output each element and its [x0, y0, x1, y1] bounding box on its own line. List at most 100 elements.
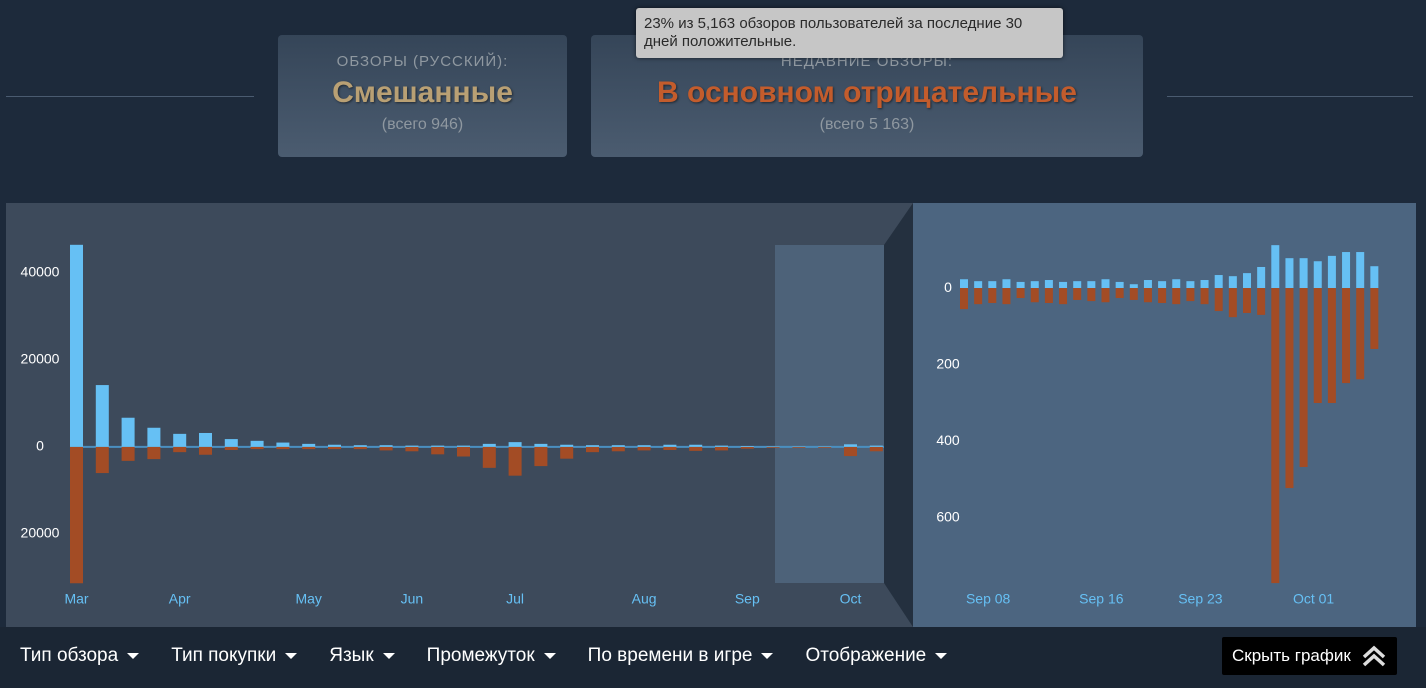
bar — [1271, 245, 1280, 289]
bar — [70, 446, 83, 584]
bar — [1342, 288, 1351, 384]
bar — [1214, 288, 1223, 312]
bar — [1073, 288, 1082, 300]
bar — [1228, 276, 1237, 289]
bar — [1087, 288, 1096, 302]
bar — [302, 443, 316, 447]
bar — [534, 443, 548, 447]
bar — [250, 440, 264, 447]
x-tick-label: Oct 01 — [1293, 591, 1334, 607]
bar — [147, 446, 161, 460]
bar — [1200, 288, 1209, 305]
bar — [379, 445, 393, 447]
bar — [353, 445, 367, 447]
bar — [715, 446, 728, 451]
bar — [431, 446, 445, 455]
divider — [1167, 96, 1413, 97]
filter-dropdown[interactable]: Промежуток — [427, 645, 556, 667]
bar — [1115, 288, 1124, 299]
bar — [1370, 288, 1379, 349]
hide-chart-button[interactable]: Скрыть график — [1222, 637, 1397, 675]
y-tick-label: 0 — [36, 438, 44, 454]
bar — [431, 445, 445, 447]
bar — [1172, 279, 1181, 289]
charts: 40000 20000 0 20000 Mar Apr May Jun Jul Aug Sep Oct… — [6, 203, 1416, 627]
count: (всего 5 163) — [819, 116, 915, 133]
bar — [1143, 280, 1152, 289]
bar — [1158, 281, 1167, 289]
bar — [1327, 288, 1336, 404]
bar — [224, 439, 238, 447]
bar — [637, 445, 651, 447]
bar — [1243, 288, 1251, 313]
bar — [457, 445, 470, 447]
bar — [586, 446, 599, 453]
bar — [457, 446, 470, 457]
x-tick-label: Sep 16 — [1079, 591, 1124, 607]
bar — [1370, 266, 1379, 289]
bar — [586, 445, 599, 447]
bar — [328, 444, 341, 447]
bar — [302, 446, 316, 450]
rating: Смешанные — [332, 76, 513, 109]
bar — [1186, 288, 1195, 302]
bar — [1299, 288, 1308, 467]
bar — [1044, 280, 1053, 289]
bar — [1115, 281, 1124, 289]
x-tick-label: Aug — [632, 591, 657, 607]
bar — [482, 446, 496, 468]
filter-dropdown[interactable]: Отображение — [805, 645, 947, 667]
chart-panel — [6, 203, 913, 627]
bar — [988, 281, 997, 289]
bar — [95, 446, 109, 474]
bar — [405, 445, 419, 447]
tooltip: 23% из 5,163 обзоров пользователей за по… — [636, 8, 1063, 58]
bar — [353, 446, 367, 450]
filter-dropdown[interactable]: Язык — [329, 645, 394, 667]
bar — [1158, 288, 1167, 304]
x-tick-label: Sep — [735, 591, 760, 607]
bar — [1342, 252, 1351, 289]
count: (всего 946) — [381, 116, 464, 133]
y-tick-label: 0 — [944, 279, 952, 295]
bar — [1271, 288, 1280, 584]
bar — [1087, 281, 1096, 289]
bar — [1143, 288, 1152, 303]
bar — [1313, 288, 1322, 404]
bar — [974, 288, 983, 305]
bar — [276, 442, 290, 447]
filter-dropdown[interactable]: Тип покупки — [171, 645, 297, 667]
y-tick-label: 20000 — [21, 525, 60, 541]
filter-dropdown[interactable]: По времени в игре — [588, 645, 774, 667]
bar — [1257, 288, 1266, 315]
button-label: Скрыть график — [1232, 646, 1351, 665]
bar — [250, 446, 264, 450]
bar — [199, 446, 212, 455]
bar — [224, 446, 238, 450]
selection — [775, 245, 884, 583]
label: ОБЗОРЫ (РУССКИЙ): — [336, 53, 509, 70]
bar — [173, 446, 187, 453]
x-tick-label: Jul — [506, 591, 524, 607]
rating: В основном отрицательные — [657, 76, 1077, 109]
bar — [766, 446, 780, 448]
bar — [508, 442, 522, 447]
bar — [1129, 288, 1138, 300]
x-tick-label: Apr — [169, 591, 191, 607]
bar — [1059, 281, 1068, 289]
filter-dropdown[interactable]: Тип обзора — [20, 645, 139, 667]
chart-panel — [913, 203, 1416, 627]
bar — [689, 444, 703, 447]
bar — [1243, 273, 1251, 289]
bar — [1002, 279, 1011, 289]
bar — [1356, 252, 1365, 289]
y-tick-label: 600 — [936, 509, 960, 525]
bar — [328, 446, 341, 450]
x-tick-label: May — [295, 591, 321, 607]
bar — [1044, 288, 1053, 304]
y-tick-label: 40000 — [21, 263, 60, 279]
bar — [1299, 258, 1308, 289]
bar — [818, 446, 832, 448]
bar — [792, 446, 806, 448]
